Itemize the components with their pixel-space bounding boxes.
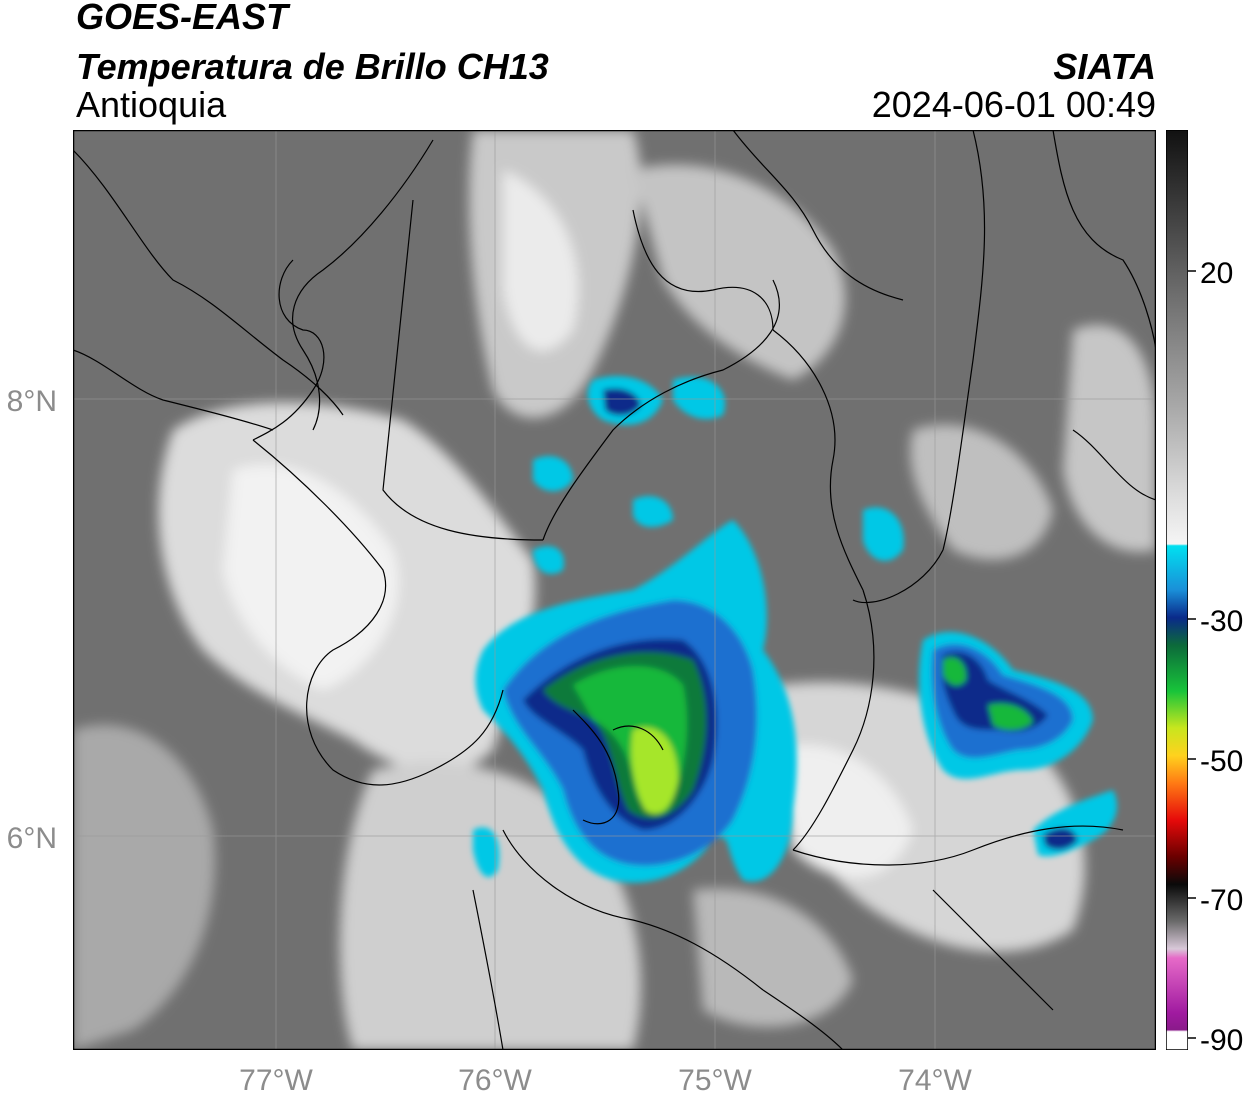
datetime-label: 2024-06-01 00:49 (871, 84, 1156, 125)
lon-label-74w: 74°W (898, 1064, 972, 1097)
lon-label-76w: 76°W (458, 1064, 532, 1097)
boundaries (73, 130, 1156, 1050)
lon-label-77w: 77°W (239, 1064, 313, 1097)
colorbar (1166, 130, 1188, 1050)
region-subtitle: Antioquia (76, 84, 227, 125)
cbar-label-minus70: -70 (1200, 884, 1243, 917)
graticule (73, 130, 1156, 1050)
cbar-ticks (1188, 270, 1196, 1039)
cbar-label-minus90: -90 (1200, 1024, 1243, 1057)
product-title: Temperatura de Brillo CH13 (76, 46, 549, 87)
cbar-label-minus50: -50 (1200, 745, 1243, 778)
lat-label-6n: 6°N (7, 822, 57, 855)
convective-cloud-main (473, 376, 1117, 883)
satellite-map (73, 130, 1156, 1050)
cbar-label-20: 20 (1200, 257, 1233, 290)
cbar-label-minus30: -30 (1200, 605, 1243, 638)
agency-label: SIATA (1053, 46, 1156, 87)
satellite-title: GOES-EAST (76, 0, 289, 37)
lon-label-75w: 75°W (678, 1064, 752, 1097)
lat-label-8n: 8°N (7, 385, 57, 418)
